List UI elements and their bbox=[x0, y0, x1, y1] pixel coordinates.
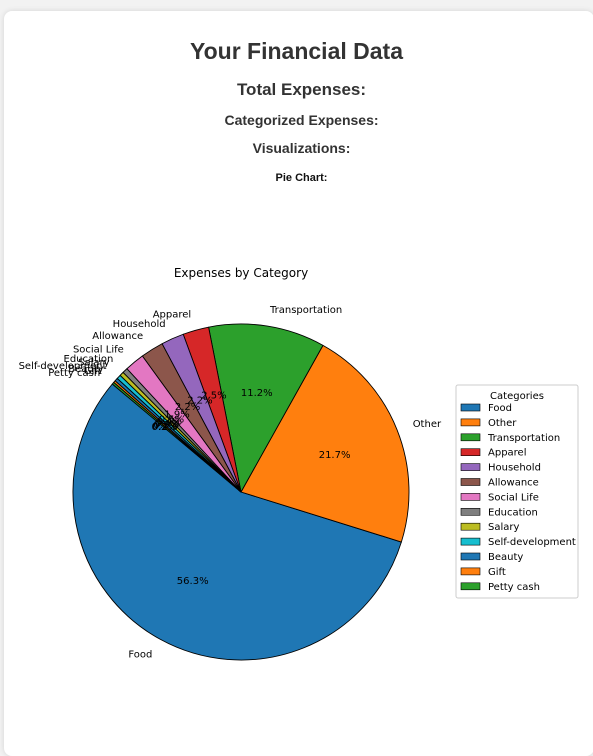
legend-label-transportation: Transportation bbox=[487, 433, 560, 444]
legend-swatch-education bbox=[461, 508, 480, 515]
legend-swatch-petty-cash bbox=[461, 583, 480, 590]
legend-label-beauty: Beauty bbox=[488, 552, 523, 563]
legend-swatch-salary bbox=[461, 523, 480, 530]
legend-swatch-food bbox=[461, 404, 480, 411]
legend-label-salary: Salary bbox=[488, 522, 519, 533]
legend-label-allowance: Allowance bbox=[488, 478, 539, 489]
legend-swatch-apparel bbox=[461, 449, 480, 456]
legend-label-self-development: Self-development bbox=[488, 537, 576, 548]
legend-label-other: Other bbox=[488, 418, 517, 429]
slice-label-food: Food bbox=[128, 650, 152, 661]
pct-label-transportation: 11.2% bbox=[241, 388, 273, 399]
slice-label-allowance: Allowance bbox=[92, 331, 143, 342]
slice-label-other: Other bbox=[413, 419, 442, 430]
pct-label-food: 56.3% bbox=[177, 576, 209, 587]
legend-label-education: Education bbox=[488, 507, 538, 518]
chart-title: Expenses by Category bbox=[174, 266, 308, 280]
legend-swatch-gift bbox=[461, 568, 480, 575]
legend-label-social-life: Social Life bbox=[488, 492, 539, 503]
chart-legend: Categories Food Other Transportation Appare… bbox=[456, 385, 578, 598]
legend-label-food: Food bbox=[488, 403, 512, 414]
slice-label-household: Household bbox=[113, 319, 166, 330]
legend-label-household: Household bbox=[488, 463, 541, 474]
legend-label-gift: Gift bbox=[488, 567, 506, 578]
legend-title: Categories bbox=[490, 391, 544, 402]
legend-swatch-beauty bbox=[461, 553, 480, 560]
legend-swatch-allowance bbox=[461, 479, 480, 486]
legend-label-petty-cash: Petty cash bbox=[488, 582, 540, 593]
legend-swatch-other bbox=[461, 419, 480, 426]
legend-swatch-household bbox=[461, 464, 480, 471]
legend-swatch-social-life bbox=[461, 493, 480, 500]
legend-label-apparel: Apparel bbox=[488, 448, 527, 459]
slice-label-transportation: Transportation bbox=[269, 305, 342, 316]
pct-label-petty-cash: 0.2% bbox=[151, 422, 176, 433]
slice-label-petty-cash: Petty cash bbox=[48, 368, 100, 379]
legend-swatch-self-development bbox=[461, 538, 480, 545]
legend-swatch-transportation bbox=[461, 434, 480, 441]
pct-label-other: 21.7% bbox=[319, 450, 351, 461]
